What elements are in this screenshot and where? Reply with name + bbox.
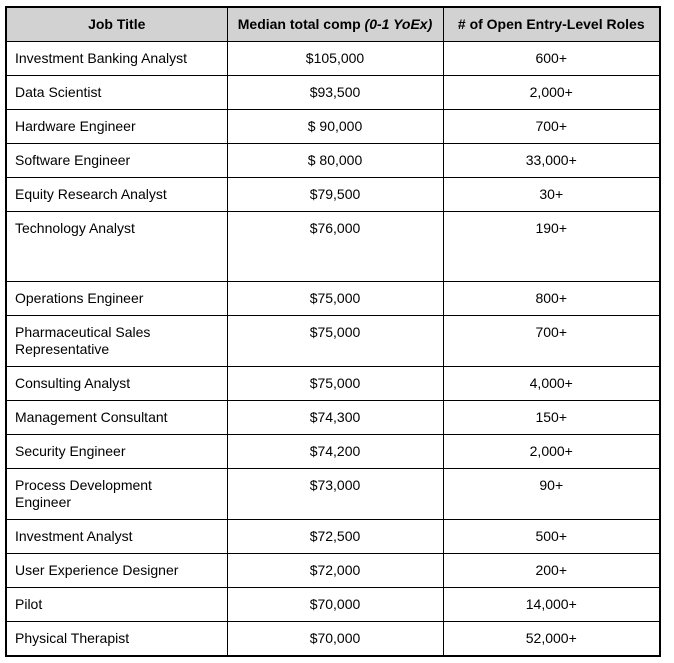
open-roles-cell: 30+ <box>442 177 661 212</box>
job-title-cell: Management Consultant <box>5 400 228 435</box>
median-comp-cell: $70,000 <box>226 621 444 657</box>
median-comp-cell: $76,000 <box>226 211 444 282</box>
job-title-cell: Process Development Engineer <box>5 468 228 520</box>
table-row: Physical Therapist $70,000 52,000+ <box>5 621 661 657</box>
open-roles-cell: 2,000+ <box>442 75 661 110</box>
job-title-cell: Pilot <box>5 587 228 622</box>
median-comp-cell: $ 90,000 <box>226 109 444 144</box>
job-title-cell: Data Scientist <box>5 75 228 110</box>
comp-table: Job Title Median total comp (0-1 YoEx) #… <box>5 6 661 657</box>
table-row: Data Scientist $93,500 2,000+ <box>5 75 661 110</box>
table-body: Investment Banking Analyst $105,000 600+… <box>5 41 661 657</box>
table-row: Hardware Engineer $ 90,000 700+ <box>5 109 661 144</box>
open-roles-cell: 190+ <box>442 211 661 282</box>
median-comp-cell: $75,000 <box>226 281 444 316</box>
job-title-cell: Equity Research Analyst <box>5 177 228 212</box>
median-comp-cell: $93,500 <box>226 75 444 110</box>
open-roles-cell: 700+ <box>442 315 661 367</box>
median-comp-cell: $74,200 <box>226 434 444 469</box>
open-roles-cell: 33,000+ <box>442 143 661 178</box>
median-comp-cell: $73,000 <box>226 468 444 520</box>
column-header-median-comp-italic-label: (0-1 YoEx) <box>364 16 433 32</box>
table-row: Investment Banking Analyst $105,000 600+ <box>5 41 661 76</box>
open-roles-cell: 200+ <box>442 553 661 588</box>
job-title-cell: Investment Analyst <box>5 519 228 554</box>
table-header: Job Title Median total comp (0-1 YoEx) #… <box>5 6 661 42</box>
open-roles-cell: 500+ <box>442 519 661 554</box>
median-comp-cell: $74,300 <box>226 400 444 435</box>
table-row: Software Engineer $ 80,000 33,000+ <box>5 143 661 178</box>
open-roles-cell: 52,000+ <box>442 621 661 657</box>
open-roles-cell: 800+ <box>442 281 661 316</box>
table-row: Investment Analyst $72,500 500+ <box>5 519 661 554</box>
column-header-job-title: Job Title <box>5 6 228 42</box>
median-comp-cell: $70,000 <box>226 587 444 622</box>
job-title-cell: Investment Banking Analyst <box>5 41 228 76</box>
open-roles-cell: 14,000+ <box>442 587 661 622</box>
column-header-median-comp-label: Median total comp <box>237 16 365 32</box>
job-title-cell: Physical Therapist <box>5 621 228 657</box>
open-roles-cell: 700+ <box>442 109 661 144</box>
job-title-cell: Pharmaceutical Sales Representative <box>5 315 228 367</box>
median-comp-cell: $ 80,000 <box>226 143 444 178</box>
table-row: Management Consultant $74,300 150+ <box>5 400 661 435</box>
open-roles-cell: 150+ <box>442 400 661 435</box>
median-comp-cell: $79,500 <box>226 177 444 212</box>
job-title-cell: Consulting Analyst <box>5 366 228 401</box>
job-title-cell: Software Engineer <box>5 143 228 178</box>
job-title-cell: Hardware Engineer <box>5 109 228 144</box>
table-row: Pilot $70,000 14,000+ <box>5 587 661 622</box>
median-comp-cell: $75,000 <box>226 315 444 367</box>
column-header-job-title-label: Job Title <box>88 16 146 32</box>
table-row: Operations Engineer $75,000 800+ <box>5 281 661 316</box>
header-row: Job Title Median total comp (0-1 YoEx) #… <box>5 6 661 42</box>
job-title-cell: Security Engineer <box>5 434 228 469</box>
job-title-cell: Operations Engineer <box>5 281 228 316</box>
median-comp-cell: $72,000 <box>226 553 444 588</box>
median-comp-cell: $105,000 <box>226 41 444 76</box>
table-row: Process Development Engineer $73,000 90+ <box>5 468 661 520</box>
median-comp-cell: $75,000 <box>226 366 444 401</box>
table-row: Pharmaceutical Sales Representative $75,… <box>5 315 661 367</box>
job-title-cell: User Experience Designer <box>5 553 228 588</box>
table-row: Consulting Analyst $75,000 4,000+ <box>5 366 661 401</box>
median-comp-cell: $72,500 <box>226 519 444 554</box>
open-roles-cell: 600+ <box>442 41 661 76</box>
table-row: Equity Research Analyst $79,500 30+ <box>5 177 661 212</box>
job-title-cell: Technology Analyst <box>5 211 228 282</box>
column-header-open-roles: # of Open Entry-Level Roles <box>442 6 661 42</box>
open-roles-cell: 4,000+ <box>442 366 661 401</box>
table-row: User Experience Designer $72,000 200+ <box>5 553 661 588</box>
column-header-open-roles-label: # of Open Entry-Level Roles <box>457 16 645 32</box>
open-roles-cell: 90+ <box>442 468 661 520</box>
column-header-median-comp: Median total comp (0-1 YoEx) <box>226 6 444 42</box>
table-row: Technology Analyst $76,000 190+ <box>5 211 661 282</box>
open-roles-cell: 2,000+ <box>442 434 661 469</box>
table-row: Security Engineer $74,200 2,000+ <box>5 434 661 469</box>
